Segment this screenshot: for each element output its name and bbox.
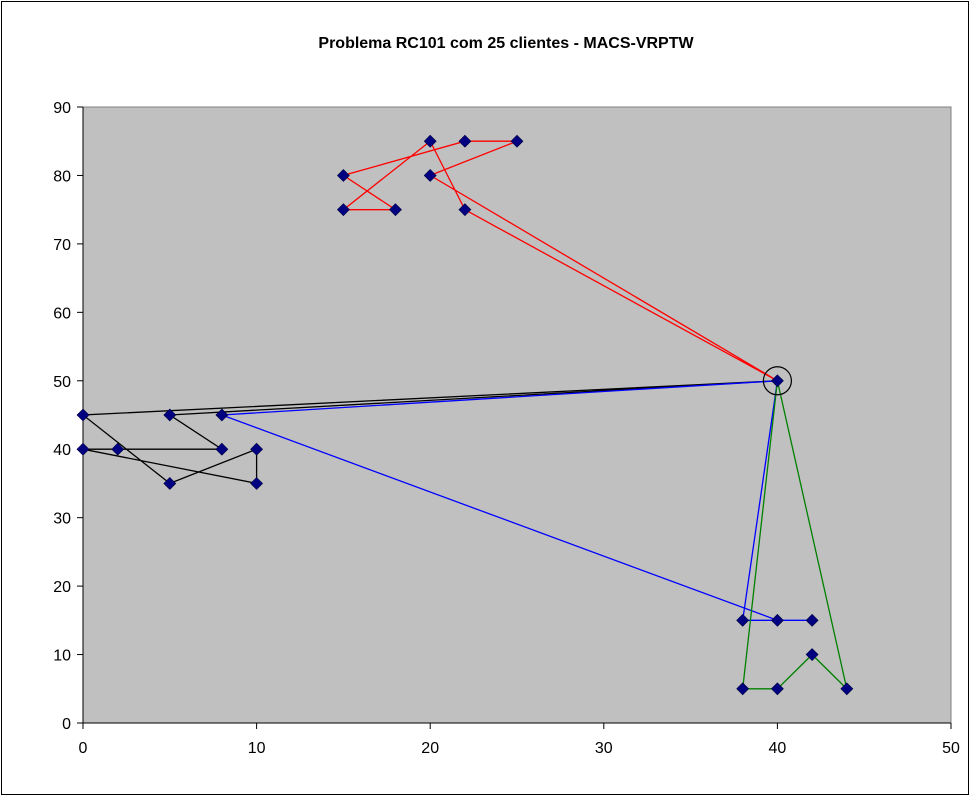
customer-point bbox=[423, 169, 437, 182]
customer-point bbox=[336, 169, 350, 182]
x-tick-label: 20 bbox=[421, 740, 439, 757]
route-line-4 bbox=[741, 380, 848, 691]
x-tick-label: 30 bbox=[595, 740, 613, 757]
y-tick-label: 90 bbox=[53, 100, 71, 117]
route-line-2 bbox=[81, 380, 778, 485]
route-line-3 bbox=[221, 380, 813, 621]
customer-point bbox=[458, 203, 472, 217]
y-tick-label: 80 bbox=[53, 168, 71, 185]
y-tick-label: 60 bbox=[53, 305, 71, 322]
customer-point bbox=[163, 477, 177, 490]
y-tick-label: 70 bbox=[53, 237, 71, 254]
customer-point bbox=[805, 613, 819, 627]
customer-point bbox=[770, 374, 784, 388]
route-line-1 bbox=[341, 140, 778, 382]
customer-point bbox=[840, 682, 854, 696]
routes bbox=[81, 140, 848, 691]
x-tick-label: 10 bbox=[248, 740, 266, 757]
customer-point bbox=[215, 442, 229, 456]
customer-point bbox=[389, 203, 402, 217]
customer-point bbox=[336, 203, 350, 217]
customer-point bbox=[215, 408, 229, 422]
customer-point bbox=[76, 408, 90, 422]
customer-point bbox=[111, 442, 125, 456]
y-tick-label: 20 bbox=[53, 579, 71, 596]
customer-point bbox=[770, 613, 784, 627]
customer-point bbox=[423, 134, 437, 148]
customer-point bbox=[736, 613, 750, 627]
y-tick-label: 30 bbox=[53, 511, 71, 528]
customer-point bbox=[770, 682, 784, 696]
y-tick-label: 0 bbox=[62, 716, 71, 733]
plot-area bbox=[82, 106, 952, 724]
customer-point bbox=[458, 134, 472, 148]
axes: 0 10 20 30 40 50 60 70 80 90 0 10 20 30 40 50 bbox=[53, 100, 960, 757]
chart-title: Problema RC101 com 25 clientes - MACS-VR… bbox=[318, 35, 694, 52]
customer-point bbox=[76, 442, 90, 456]
customer-point bbox=[805, 648, 819, 661]
depot-circle bbox=[762, 366, 793, 396]
customer-point bbox=[250, 477, 264, 490]
y-tick-label: 40 bbox=[53, 442, 71, 459]
depot-marker bbox=[762, 366, 793, 396]
customer-points bbox=[76, 134, 854, 696]
y-tick-label: 50 bbox=[53, 374, 71, 391]
customer-point bbox=[510, 134, 524, 148]
customer-point bbox=[163, 408, 177, 422]
x-tick-label: 0 bbox=[79, 740, 88, 757]
x-tick-label: 40 bbox=[769, 740, 787, 757]
x-tick-label: 50 bbox=[942, 740, 960, 757]
customer-point bbox=[250, 442, 264, 456]
customer-point bbox=[736, 682, 750, 696]
y-tick-label: 10 bbox=[53, 648, 71, 665]
